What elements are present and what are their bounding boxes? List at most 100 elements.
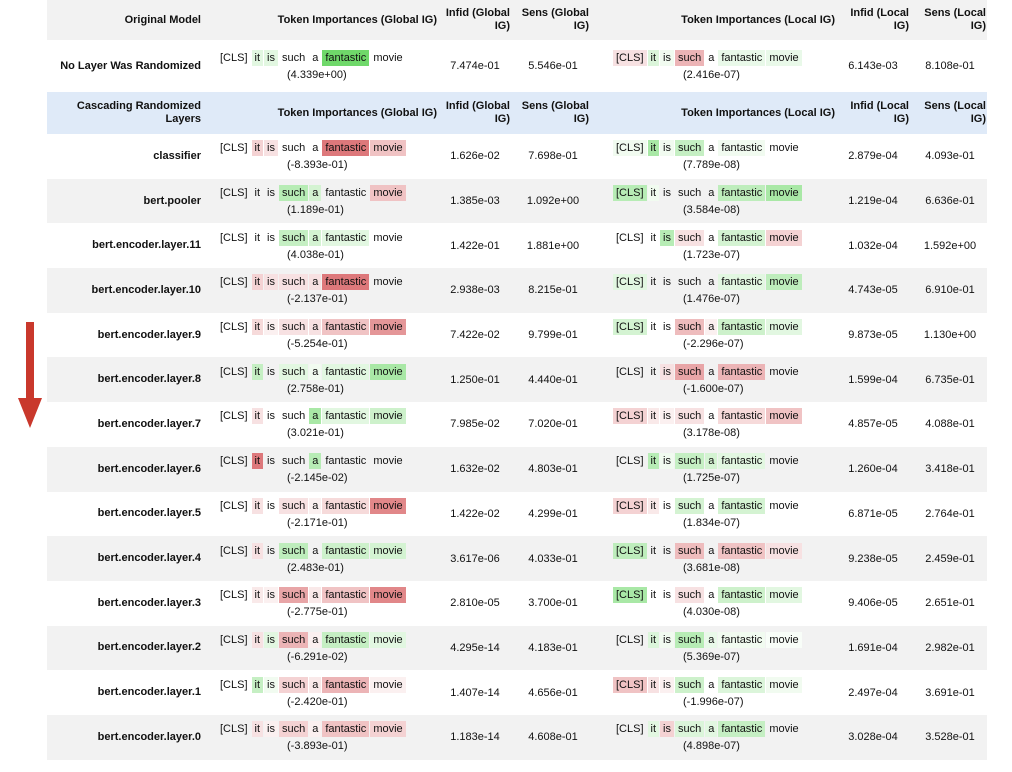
global-sens-header: Sens (Global IG): [521, 100, 589, 125]
token: movie: [370, 408, 406, 425]
local-infid-value: 1.219e-04: [848, 195, 898, 208]
global-infid-value: 7.474e-01: [450, 60, 500, 72]
token: fantastic: [322, 274, 370, 291]
attribution-score: (-1.600e-07): [683, 382, 744, 395]
token: [CLS]: [613, 542, 647, 559]
token: it: [251, 453, 264, 470]
table-row: bert.encoder.layer.5 [CLS] it is such a fantas…: [47, 492, 987, 537]
token: such: [278, 185, 309, 202]
token: fantastic: [718, 587, 766, 604]
token: it: [650, 365, 657, 378]
token: is: [660, 140, 674, 157]
local-infid-value: 2.879e-04: [848, 150, 898, 163]
local-sens-value: 1.592e+00: [923, 239, 977, 252]
attribution-score: (-5.254e-01): [287, 338, 348, 351]
token: such: [674, 542, 705, 559]
attribution-score: (1.476e-07): [683, 293, 740, 306]
token-line: [CLS] it is such a fantastic movie: [613, 542, 803, 559]
token: a: [309, 453, 322, 470]
token: is: [660, 676, 674, 693]
token-block: [CLS] it is such a fantastic movie (2.416e-07): [613, 40, 803, 92]
token-line: [CLS] it is such a fantastic movie: [217, 676, 407, 693]
token-line: [CLS] it is such a fantastic movie: [613, 676, 803, 693]
local-ig-tokens: [CLS] it is such a fantastic movie (3.681e-08): [613, 536, 835, 581]
token: movie: [766, 408, 802, 425]
token: movie: [373, 455, 403, 468]
token: it: [650, 589, 657, 602]
token: fantastic: [718, 631, 766, 648]
local-ig-tokens: [CLS] it is such a fantastic movie (-1.996e-07): [613, 670, 835, 715]
token: movie: [370, 319, 406, 336]
local-infid-header: Infid (Local IG): [850, 100, 909, 125]
local-sens-value: 4.088e-01: [925, 418, 975, 431]
token: fantastic: [322, 587, 370, 604]
global-ig-tokens: [CLS] it is such a fantastic movie (-8.393e-01): [217, 134, 437, 179]
global-ig-tokens: [CLS] it is such a fantastic movie (-3.893e-01): [217, 715, 437, 760]
token-block: [CLS] it is such a fantastic movie (1.834e-07): [613, 492, 803, 537]
local-token-header: Token Importances (Local IG): [681, 106, 835, 119]
token-line: [CLS] it is such a fantastic movie: [217, 363, 407, 380]
token-block: [CLS] it is such a fantastic movie (4.030e-08): [613, 581, 803, 626]
local-sens-value: 2.651e-01: [925, 597, 975, 610]
token: a: [309, 721, 322, 738]
token: such: [281, 142, 306, 155]
token: it: [251, 542, 264, 559]
token: movie: [766, 542, 802, 559]
token-line: [CLS] it is such a fantastic movie: [613, 631, 803, 648]
table-row: bert.encoder.layer.4 [CLS] it is such a fantas…: [47, 536, 987, 581]
token: movie: [769, 455, 799, 468]
attribution-score: (1.189e-01): [287, 204, 344, 217]
token-block: [CLS] it is such a fantastic movie (-6.291e-02): [217, 626, 407, 671]
token: fantastic: [322, 631, 370, 648]
local-ig-tokens: [CLS] it is such a fantastic movie (-1.600e-07): [613, 357, 835, 402]
token: a: [708, 410, 715, 423]
local-sens-value: 3.528e-01: [925, 731, 975, 744]
global-ig-tokens: [CLS] it is such a fantastic movie (-2.137e-01): [217, 268, 437, 313]
token-line: [CLS] it is such a fantastic movie: [217, 453, 407, 470]
token: fantastic: [322, 50, 370, 66]
token: fantastic: [322, 408, 370, 425]
token: [CLS]: [616, 455, 644, 468]
local-ig-tokens: [CLS] it is such a fantastic movie (3.584e-08): [613, 179, 835, 224]
token: [CLS]: [220, 231, 248, 244]
token: it: [251, 363, 264, 380]
token: fantastic: [322, 542, 370, 559]
global-ig-tokens: [CLS] it is such a fantastic movie (-2.775e-01): [217, 581, 437, 626]
token: such: [674, 721, 705, 738]
table-row: bert.pooler [CLS] it is such a fantastic movie(…: [47, 178, 987, 224]
token-line: [CLS] it is such a fantastic movie: [217, 587, 407, 604]
local-infid-value: 1.599e-04: [848, 373, 898, 386]
attribution-score: (4.038e-01): [287, 248, 344, 261]
global-infid-value: 1.183e-14: [450, 731, 500, 744]
layer-name: bert.encoder.layer.8: [97, 373, 201, 386]
token: it: [647, 408, 660, 425]
global-sens-value: 4.440e-01: [528, 373, 578, 386]
local-ig-tokens: [CLS] it is such a fantastic movie (1.725e-07): [613, 447, 835, 492]
token: [CLS]: [613, 497, 647, 514]
name-header: Cascading Randomized Layers: [76, 100, 201, 125]
token: is: [267, 499, 275, 512]
global-sens-value: 1.881e+00: [526, 239, 580, 252]
token: movie: [769, 499, 799, 512]
table-row: classifier [CLS] it is such a fantastic movie (-…: [47, 134, 987, 179]
token: such: [278, 274, 309, 291]
global-infid-value: 1.385e-03: [450, 195, 500, 208]
token: [CLS]: [616, 365, 644, 378]
token-line: [CLS] it is such a fantastic movie: [217, 721, 407, 738]
token: movie: [373, 276, 403, 289]
token: it: [650, 321, 657, 334]
token: [CLS]: [220, 544, 248, 557]
token: a: [312, 142, 319, 155]
token: it: [650, 276, 657, 289]
token: is: [660, 631, 674, 648]
token: is: [264, 721, 278, 738]
token-line: [CLS] it is such a fantastic movie: [613, 408, 803, 425]
token: it: [251, 497, 264, 514]
token: is: [663, 589, 671, 602]
global-token-header: Token Importances (Global IG): [277, 106, 437, 119]
token: such: [278, 587, 309, 604]
attribution-score: (-2.775e-01): [287, 606, 348, 619]
token-line: [CLS] it is such a fantastic movie: [613, 363, 803, 380]
layer-name: bert.encoder.layer.1: [97, 686, 201, 699]
global-sens-value: 9.799e-01: [528, 329, 578, 342]
